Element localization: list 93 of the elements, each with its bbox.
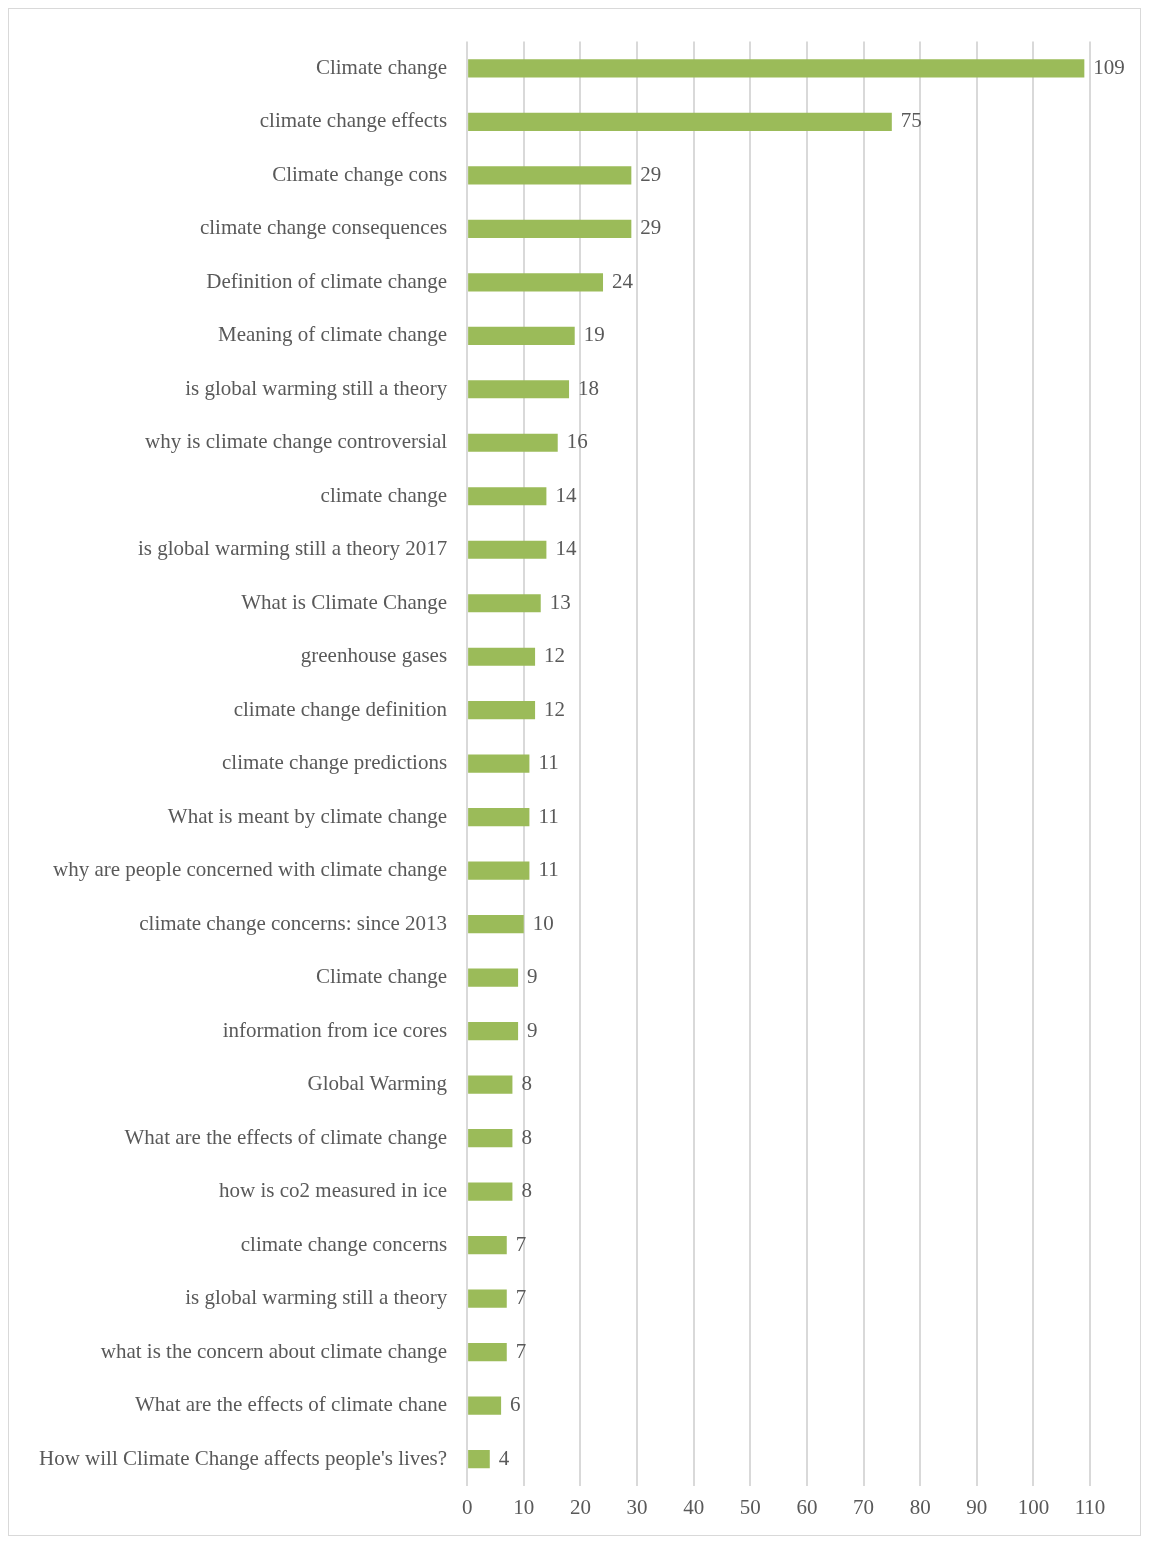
- bar: [468, 1236, 507, 1255]
- y-tick-label: is global warming still a theory 2017: [138, 536, 448, 561]
- data-label: 9: [527, 964, 538, 989]
- data-label: 29: [640, 215, 662, 240]
- bar: [468, 166, 632, 185]
- data-label: 11: [538, 750, 559, 775]
- data-label: 10: [532, 910, 554, 935]
- y-tick-label: what is the concern about climate change: [100, 1338, 448, 1363]
- bar: [468, 433, 558, 452]
- bar: [468, 487, 547, 506]
- bar: [468, 915, 524, 934]
- y-tick-label: is global warming still a theory: [185, 375, 448, 400]
- data-label: 16: [566, 429, 588, 454]
- bar: [468, 1342, 507, 1362]
- bar: [468, 59, 1085, 78]
- x-tick-label: 40: [683, 1494, 705, 1519]
- x-tick-label: 110: [1074, 1494, 1106, 1519]
- data-label: 7: [515, 1285, 527, 1310]
- bar: [468, 594, 541, 613]
- y-tick-label: What are the effects of climate change: [124, 1124, 448, 1149]
- y-tick-label: Global Warming: [307, 1071, 448, 1096]
- y-tick-label: information from ice cores: [222, 1017, 448, 1042]
- bar: [468, 1129, 513, 1148]
- data-label: 12: [544, 643, 566, 668]
- y-tick-label: What is meant by climate change: [167, 803, 448, 828]
- data-label: 109: [1093, 54, 1125, 79]
- data-label: 18: [578, 375, 600, 400]
- x-tick-label: 80: [909, 1494, 931, 1519]
- y-tick-label: climate change concerns: [240, 1231, 448, 1256]
- x-tick-label: 0: [461, 1494, 473, 1519]
- y-tick-label: why is climate change controversial: [145, 429, 448, 454]
- y-tick-label: Climate change: [315, 964, 448, 989]
- bar: [468, 1396, 502, 1415]
- data-label: 7: [515, 1231, 527, 1256]
- bar: [468, 540, 547, 559]
- bar: [468, 112, 892, 131]
- bar: [468, 1182, 513, 1201]
- y-tick-label: Meaning of climate change: [217, 322, 448, 347]
- x-tick-label: 100: [1017, 1494, 1050, 1519]
- data-label: 11: [538, 803, 559, 828]
- data-label: 13: [549, 589, 571, 614]
- bar: [468, 1075, 513, 1094]
- bar: [468, 219, 632, 238]
- y-tick-label: How will Climate Change affects people's lives?: [38, 1445, 448, 1470]
- bar: [468, 968, 519, 987]
- y-tick-label: climate change definition: [233, 696, 448, 721]
- y-tick-label: why are people concerned with climate change: [52, 857, 448, 882]
- data-label: 4: [498, 1445, 510, 1470]
- data-label: 9: [527, 1017, 538, 1042]
- data-label: 7: [515, 1338, 527, 1363]
- bar: [468, 380, 570, 399]
- data-label: 8: [521, 1071, 532, 1096]
- bar: [468, 701, 536, 720]
- x-tick-label: 70: [853, 1494, 874, 1519]
- y-tick-label: What are the effects of climate chane: [135, 1392, 448, 1417]
- data-label: 75: [900, 108, 922, 133]
- data-label: 6: [510, 1392, 521, 1417]
- data-label: 19: [583, 322, 605, 347]
- y-tick-label: climate change consequences: [199, 215, 448, 240]
- bar: [468, 861, 530, 880]
- y-tick-label: Climate change: [315, 54, 448, 79]
- x-tick-label: 10: [513, 1494, 535, 1519]
- bar: [468, 326, 575, 345]
- data-label: 8: [521, 1178, 532, 1203]
- y-tick-label: climate change effects: [259, 108, 448, 133]
- y-tick-label: Definition of climate change: [206, 268, 448, 293]
- data-label: 12: [544, 696, 566, 721]
- y-tick-label: climate change predictions: [222, 750, 448, 775]
- x-tick-label: 30: [626, 1494, 648, 1519]
- bar: [468, 754, 530, 773]
- data-label: 14: [555, 536, 577, 561]
- data-label: 11: [538, 857, 559, 882]
- x-tick-label: 20: [569, 1494, 591, 1519]
- bar: [468, 808, 530, 827]
- data-label: 8: [521, 1124, 532, 1149]
- x-tick-label: 90: [966, 1494, 988, 1519]
- data-label: 14: [555, 482, 577, 507]
- y-tick-label: What is Climate Change: [241, 589, 448, 614]
- x-tick-label: 60: [796, 1494, 818, 1519]
- y-tick-label: greenhouse gases: [300, 643, 448, 668]
- y-tick-label: Climate change cons: [272, 161, 448, 186]
- bar: [468, 1449, 490, 1469]
- y-tick-label: how is co2 measured in ice: [219, 1178, 448, 1203]
- y-tick-label: climate change concerns: since 2013: [139, 910, 448, 935]
- bar: [468, 1289, 507, 1308]
- bar: [468, 273, 604, 292]
- bar: [468, 1022, 519, 1041]
- x-tick-label: 50: [739, 1494, 761, 1519]
- y-tick-label: is global warming still a theory: [185, 1285, 448, 1310]
- y-tick-label: climate change: [320, 482, 448, 507]
- data-label: 24: [612, 268, 634, 293]
- bar: [468, 647, 536, 666]
- data-label: 29: [640, 161, 662, 186]
